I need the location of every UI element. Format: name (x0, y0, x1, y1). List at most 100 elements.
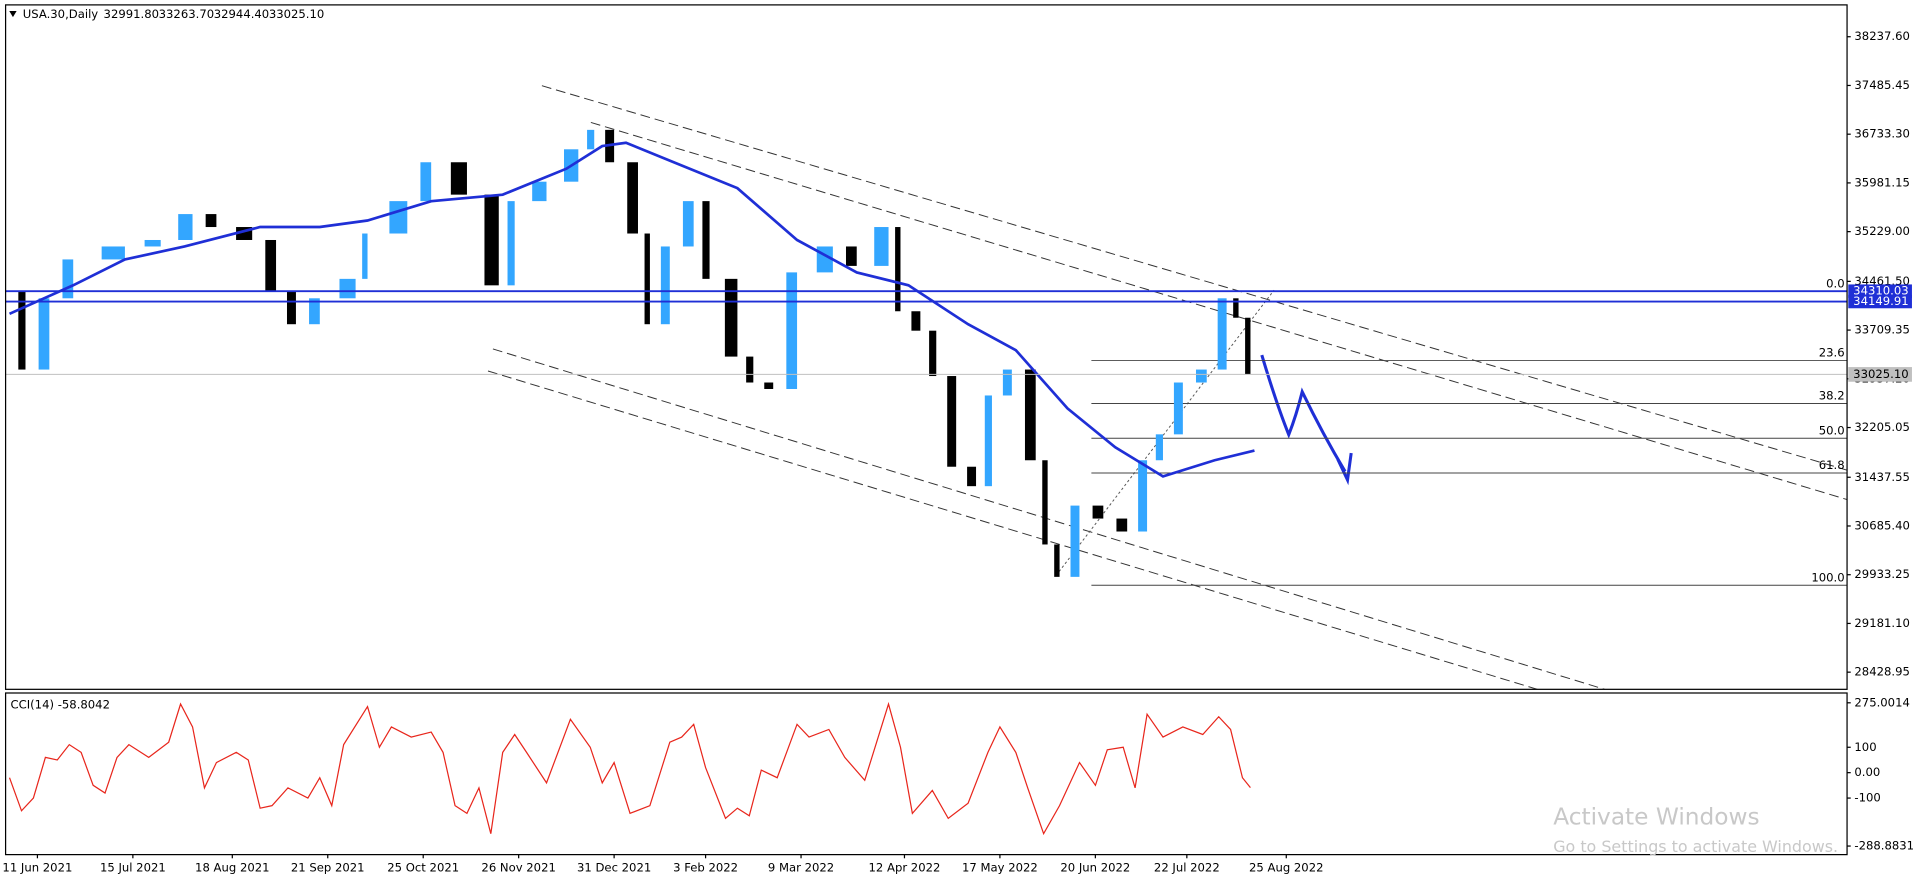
candle (874, 227, 889, 266)
main-frame (4, 4, 1848, 690)
y-tick-label: 275.0014 (1854, 695, 1909, 709)
price-box-label: 34149.91 (1853, 294, 1908, 308)
x-tick-label: 25 Aug 2022 (1249, 861, 1323, 875)
marks: 0.0 23.6 38.2 50.0 61.8 100.0 (5, 129, 1848, 836)
fib-label: 0.0 (1826, 276, 1845, 290)
channel-line (487, 370, 1538, 690)
candle (947, 376, 957, 467)
fib-label: 23.6 (1819, 346, 1845, 360)
candle (644, 233, 650, 325)
candle (911, 311, 921, 331)
candle (286, 291, 296, 325)
watermark-title: Activate Windows (1553, 803, 1759, 830)
candle (389, 201, 408, 234)
y-tick-label: 32205.05 (1854, 420, 1909, 434)
y-tick-label: 28428.95 (1854, 665, 1909, 679)
price-box (1848, 284, 1912, 298)
x-tick-label: 15 Jul 2021 (100, 861, 166, 875)
candle (895, 227, 901, 312)
candle (265, 239, 277, 292)
fib-label: 50.0 (1819, 423, 1845, 437)
candle (1233, 298, 1239, 318)
hand-arrow (1260, 354, 1347, 473)
candle (362, 233, 368, 279)
candle (450, 162, 467, 195)
candle (1195, 369, 1207, 383)
arrow-head (1336, 452, 1353, 486)
candle (532, 181, 547, 202)
price-box-label: 34310.03 (1853, 284, 1908, 298)
candle (205, 214, 217, 228)
channel-line (541, 85, 1848, 471)
candle (1070, 505, 1080, 577)
candle (18, 291, 26, 370)
x-tick-label: 26 Nov 2021 (481, 861, 555, 875)
close: 33025.10 (269, 7, 324, 21)
x-tick-label: 11 Jun 2021 (2, 861, 72, 875)
x-tick-label: 12 Apr 2022 (869, 861, 941, 875)
y-tick-label: 34461.50 (1854, 274, 1909, 288)
x-tick-label: 9 Mar 2022 (768, 861, 834, 875)
y-tick-label: 29933.25 (1854, 567, 1909, 581)
candle (1042, 460, 1048, 545)
y-tick-label: 0.00 (1854, 765, 1880, 779)
candle (1245, 317, 1251, 375)
fib-trend (1055, 289, 1275, 576)
candle (764, 382, 774, 389)
y-tick-label: 31437.55 (1854, 470, 1909, 484)
x-tick-label: 25 Oct 2021 (387, 861, 459, 875)
candle (1092, 505, 1104, 519)
candle (786, 272, 798, 389)
y-tick-label: 33709.35 (1854, 323, 1909, 337)
candle (484, 194, 499, 286)
watermark-subtitle: Go to Settings to activate Windows. (1553, 837, 1838, 856)
y-tick-label: 29181.10 (1854, 616, 1909, 630)
fib-label: 61.8 (1819, 458, 1845, 472)
candle (746, 356, 754, 383)
candle (1054, 544, 1060, 577)
y-tick-label: -288.8831 (1854, 839, 1914, 853)
cci-line (8, 701, 1251, 836)
y-tick-label: -100 (1854, 791, 1880, 805)
candle (101, 246, 125, 260)
x-tick-label: 31 Dec 2021 (577, 861, 651, 875)
channel-line (492, 348, 1605, 690)
x-tick-label: 3 Feb 2022 (673, 861, 738, 875)
candle (984, 395, 992, 487)
y-tick-label: 30685.40 (1854, 518, 1909, 532)
candle (38, 298, 50, 370)
y-tick-label: 36733.30 (1854, 127, 1909, 141)
candle (309, 298, 320, 325)
candle (1002, 369, 1012, 396)
candle (627, 162, 638, 234)
candle (1155, 434, 1163, 461)
candle (1217, 298, 1227, 370)
y-tick-label: 35981.15 (1854, 175, 1909, 189)
x-tick-label: 17 May 2022 (962, 861, 1038, 875)
indicator-frame (4, 692, 1848, 856)
high: 33263.70 (159, 7, 214, 21)
low: 32944.40 (214, 7, 269, 21)
y-tick-label: 37485.45 (1854, 78, 1909, 92)
candle (144, 239, 161, 247)
candle (587, 129, 595, 150)
candle (339, 278, 356, 299)
menu-arrow (9, 11, 17, 18)
y-tick-label: 100 (1854, 740, 1876, 754)
price-box-label: 33025.10 (1853, 367, 1908, 381)
y-tick-label: 35229.00 (1854, 224, 1909, 238)
axis-labels: 11 Jun 2021 15 Jul 2021 18 Aug 2021 21 Sep … (2, 29, 1914, 874)
candle (967, 466, 977, 487)
symbol: USA.30,Daily (23, 7, 99, 21)
x-tick-label: 18 Aug 2021 (195, 861, 269, 875)
candle (178, 214, 193, 240)
candle (929, 330, 937, 377)
candle (420, 162, 432, 202)
price-box (1848, 367, 1912, 382)
open: 32991.80 (104, 7, 159, 21)
x-tick-label: 20 Jun 2022 (1060, 861, 1130, 875)
candle (1116, 518, 1128, 532)
